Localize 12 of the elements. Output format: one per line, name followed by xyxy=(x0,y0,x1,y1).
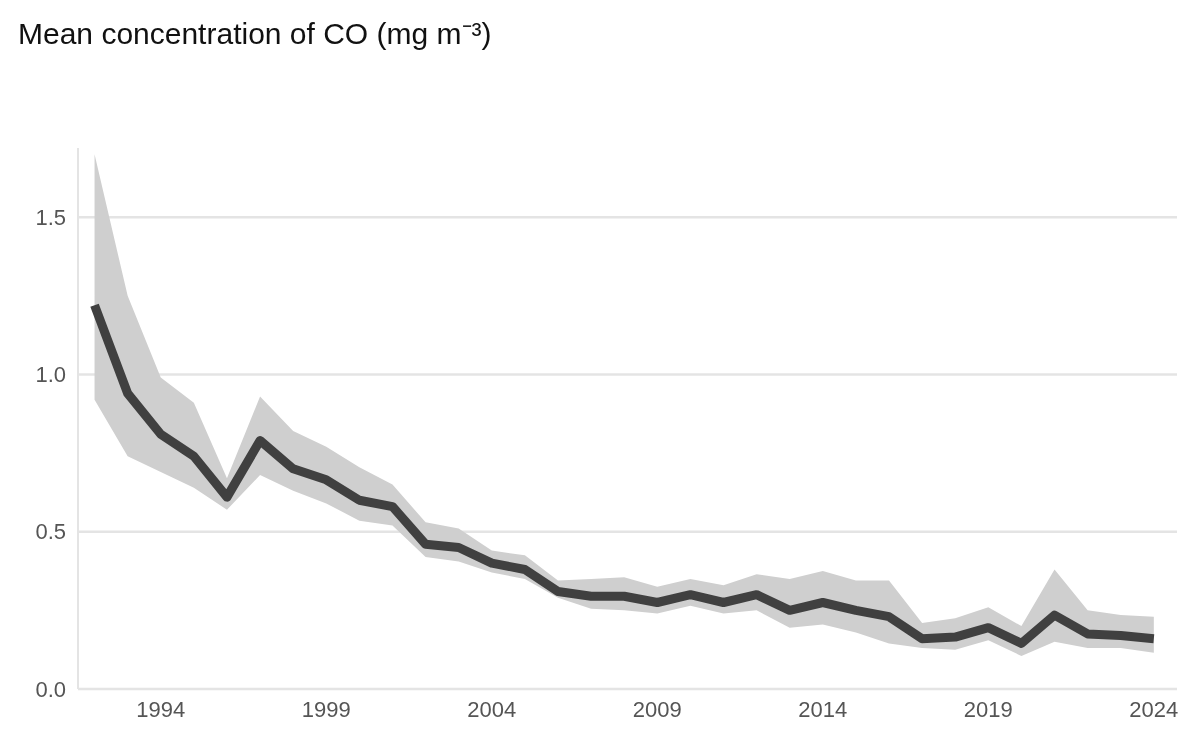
x-tick-label: 2024 xyxy=(1129,697,1179,722)
chart-title: Mean concentration of CO (mg m⁻³) xyxy=(18,17,492,50)
y-tick-label: 1.5 xyxy=(35,204,66,230)
x-tick-label: 2014 xyxy=(798,697,848,722)
y-tick-label: 0.0 xyxy=(35,676,66,702)
x-tick-label: 2019 xyxy=(963,697,1013,722)
x-tick-label: 2004 xyxy=(467,697,517,722)
x-tick-label: 2009 xyxy=(632,697,682,722)
y-tick-label: 1.0 xyxy=(35,362,66,388)
x-tick-label: 1999 xyxy=(301,697,351,722)
y-tick-label: 0.5 xyxy=(35,519,66,545)
x-tick-label: 1994 xyxy=(136,697,186,722)
